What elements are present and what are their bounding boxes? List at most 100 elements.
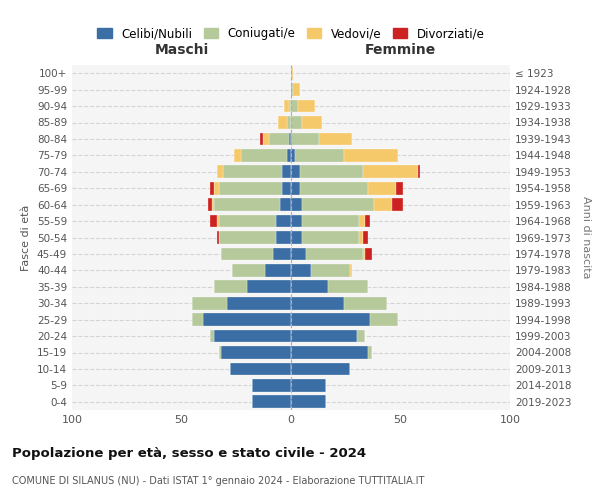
- Bar: [307, 248, 363, 260]
- Bar: [208, 198, 212, 211]
- Bar: [291, 214, 302, 228]
- Bar: [263, 132, 269, 145]
- Bar: [291, 231, 302, 244]
- Bar: [368, 346, 372, 359]
- Bar: [203, 313, 291, 326]
- Bar: [269, 132, 289, 145]
- Y-axis label: Anni di nascita: Anni di nascita: [581, 196, 591, 279]
- Bar: [193, 313, 203, 326]
- Bar: [370, 313, 398, 326]
- Bar: [251, 396, 291, 408]
- Bar: [214, 182, 219, 194]
- Bar: [280, 198, 291, 211]
- Bar: [282, 166, 291, 178]
- Bar: [344, 297, 388, 310]
- Bar: [217, 166, 223, 178]
- Bar: [291, 280, 328, 293]
- Text: Maschi: Maschi: [154, 43, 209, 57]
- Bar: [291, 346, 368, 359]
- Bar: [291, 379, 326, 392]
- Bar: [278, 116, 287, 129]
- Bar: [232, 264, 265, 277]
- Bar: [300, 166, 363, 178]
- Bar: [302, 214, 359, 228]
- Bar: [350, 264, 352, 277]
- Text: Femmine: Femmine: [365, 43, 436, 57]
- Bar: [291, 166, 300, 178]
- Bar: [365, 248, 372, 260]
- Bar: [291, 330, 356, 342]
- Bar: [219, 231, 275, 244]
- Text: COMUNE DI SILANUS (NU) - Dati ISTAT 1° gennaio 2024 - Elaborazione TUTTITALIA.IT: COMUNE DI SILANUS (NU) - Dati ISTAT 1° g…: [12, 476, 424, 486]
- Bar: [284, 100, 289, 112]
- Bar: [291, 182, 300, 194]
- Bar: [265, 264, 291, 277]
- Bar: [363, 248, 365, 260]
- Bar: [219, 214, 275, 228]
- Bar: [193, 297, 227, 310]
- Bar: [359, 214, 365, 228]
- Bar: [287, 116, 291, 129]
- Bar: [241, 149, 287, 162]
- Bar: [291, 297, 344, 310]
- Bar: [289, 100, 291, 112]
- Bar: [282, 182, 291, 194]
- Bar: [234, 149, 241, 162]
- Bar: [291, 67, 293, 80]
- Bar: [247, 280, 291, 293]
- Bar: [217, 231, 219, 244]
- Y-axis label: Fasce di età: Fasce di età: [22, 204, 31, 270]
- Bar: [298, 100, 315, 112]
- Text: Popolazione per età, sesso e stato civile - 2024: Popolazione per età, sesso e stato civil…: [12, 448, 366, 460]
- Bar: [363, 231, 368, 244]
- Bar: [251, 379, 291, 392]
- Bar: [230, 362, 291, 376]
- Bar: [217, 214, 219, 228]
- Bar: [368, 182, 396, 194]
- Bar: [356, 330, 365, 342]
- Bar: [392, 198, 403, 211]
- Bar: [291, 198, 302, 211]
- Bar: [344, 149, 398, 162]
- Bar: [214, 330, 291, 342]
- Bar: [302, 116, 322, 129]
- Bar: [291, 313, 370, 326]
- Bar: [359, 231, 363, 244]
- Bar: [291, 100, 298, 112]
- Bar: [210, 214, 217, 228]
- Bar: [328, 280, 368, 293]
- Bar: [293, 83, 300, 96]
- Bar: [260, 132, 263, 145]
- Bar: [396, 182, 403, 194]
- Bar: [365, 214, 370, 228]
- Bar: [219, 182, 282, 194]
- Bar: [210, 330, 214, 342]
- Legend: Celibi/Nubili, Coniugati/e, Vedovi/e, Divorziati/e: Celibi/Nubili, Coniugati/e, Vedovi/e, Di…: [92, 22, 490, 45]
- Bar: [287, 149, 291, 162]
- Bar: [291, 149, 295, 162]
- Bar: [302, 198, 374, 211]
- Bar: [221, 248, 274, 260]
- Bar: [291, 116, 302, 129]
- Bar: [311, 264, 350, 277]
- Bar: [418, 166, 420, 178]
- Bar: [214, 280, 247, 293]
- Bar: [221, 346, 291, 359]
- Bar: [363, 166, 418, 178]
- Bar: [291, 248, 307, 260]
- Bar: [214, 198, 280, 211]
- Bar: [319, 132, 352, 145]
- Bar: [212, 198, 214, 211]
- Bar: [275, 214, 291, 228]
- Bar: [291, 362, 350, 376]
- Bar: [275, 231, 291, 244]
- Bar: [219, 346, 221, 359]
- Bar: [302, 231, 359, 244]
- Bar: [210, 182, 214, 194]
- Bar: [291, 264, 311, 277]
- Bar: [291, 396, 326, 408]
- Bar: [227, 297, 291, 310]
- Bar: [291, 83, 293, 96]
- Bar: [291, 132, 319, 145]
- Bar: [374, 198, 392, 211]
